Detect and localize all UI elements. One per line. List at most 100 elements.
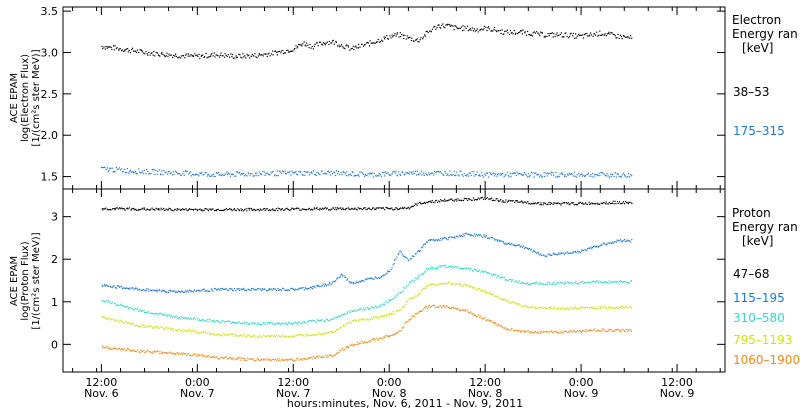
proton-data-point (411, 255, 413, 257)
proton-data-point (282, 359, 284, 361)
electron-data-point (298, 170, 300, 172)
proton-data-point (404, 206, 406, 209)
electron-data-point (196, 173, 198, 175)
electron-data-point (543, 36, 545, 38)
proton-data-point (507, 328, 509, 331)
proton-data-point (116, 287, 118, 289)
electron-data-point (210, 175, 212, 177)
electron-data-points (101, 23, 633, 178)
proton-data-point (538, 306, 541, 308)
electron-data-point (470, 174, 472, 176)
proton-data-point (567, 281, 570, 283)
proton-data-point (368, 207, 370, 209)
proton-data-point (346, 312, 349, 314)
proton-data-point (596, 202, 598, 204)
electron-data-point (458, 175, 460, 177)
proton-data-point (267, 209, 270, 212)
proton-data-point (478, 314, 480, 316)
proton-data-point (378, 207, 380, 209)
proton-data-point (317, 319, 319, 321)
electron-data-point (504, 175, 506, 177)
proton-data-point (178, 353, 180, 355)
electron-data-point (615, 37, 617, 39)
proton-data-point (601, 330, 603, 332)
proton-data-point (467, 199, 469, 202)
electron-data-point (248, 54, 250, 56)
proton-data-point (482, 290, 484, 292)
proton-data-point (575, 203, 577, 206)
proton-data-point (362, 318, 364, 321)
electron-data-point (283, 52, 286, 54)
proton-data-point (162, 313, 164, 315)
proton-data-point (538, 332, 540, 334)
electron-data-point (517, 173, 519, 175)
proton-data-point (555, 202, 557, 205)
proton-data-point (602, 328, 604, 330)
proton-data-point (521, 281, 523, 283)
proton-data-point (595, 330, 597, 332)
proton-data-point (621, 282, 623, 284)
proton-data-point (334, 354, 336, 357)
electron-data-point (412, 171, 414, 173)
proton-data-point (603, 329, 605, 331)
proton-data-point (336, 352, 338, 354)
proton-data-point (179, 208, 181, 210)
proton-data-point (223, 209, 225, 211)
electron-data-point (500, 173, 502, 175)
proton-data-point (528, 202, 530, 205)
proton-data-point (469, 235, 472, 237)
proton-data-point (331, 330, 333, 332)
proton-data-point (164, 313, 167, 315)
proton-data-point (533, 250, 535, 252)
proton-data-point (293, 360, 295, 362)
electron-data-point (592, 35, 594, 37)
proton-data-point (140, 208, 142, 211)
proton-data-point (209, 319, 211, 321)
proton-data-point (182, 317, 184, 319)
electron-data-point (335, 41, 337, 43)
electron-data-point (292, 50, 294, 52)
proton-data-point (592, 307, 594, 309)
proton-data-point (231, 288, 233, 290)
proton-data-point (139, 351, 141, 353)
electron-data-point (161, 170, 163, 172)
proton-data-point (212, 290, 214, 292)
electron-data-point (580, 34, 582, 36)
proton-data-point (266, 208, 268, 210)
proton-data-point (601, 282, 603, 284)
proton-data-point (149, 351, 151, 353)
electron-data-point (198, 53, 200, 55)
proton-data-point (286, 289, 289, 291)
proton-data-point (527, 248, 529, 250)
electron-data-point (140, 172, 142, 174)
proton-data-point (604, 306, 606, 308)
proton-data-point (590, 306, 592, 309)
proton-data-point (293, 335, 295, 337)
electron-data-point (346, 44, 348, 46)
proton-data-point (104, 347, 106, 349)
proton-data-point (356, 341, 358, 343)
electron-data-point (241, 57, 243, 59)
electron-data-point (182, 55, 184, 57)
electron-data-point (288, 51, 290, 53)
electron-data-point (483, 176, 485, 178)
proton-data-point (347, 321, 349, 323)
electron-data-point (383, 36, 385, 38)
proton-data-point (380, 337, 382, 339)
x-tick-time-label: 0:00 (377, 376, 402, 389)
proton-data-point (190, 331, 193, 333)
proton-data-point (141, 289, 144, 291)
electron-data-point (133, 50, 135, 52)
proton-data-point (580, 252, 582, 254)
proton-data-point (338, 277, 340, 279)
proton-data-point (418, 294, 420, 296)
proton-data-point (422, 244, 424, 246)
proton-data-point (352, 320, 354, 322)
proton-data-point (496, 296, 498, 298)
proton-data-point (464, 309, 466, 311)
electron-data-point (394, 172, 396, 174)
proton-data-point (189, 355, 191, 357)
proton-data-point (177, 317, 179, 319)
proton-data-point (568, 309, 570, 311)
electron-data-point (440, 27, 442, 29)
